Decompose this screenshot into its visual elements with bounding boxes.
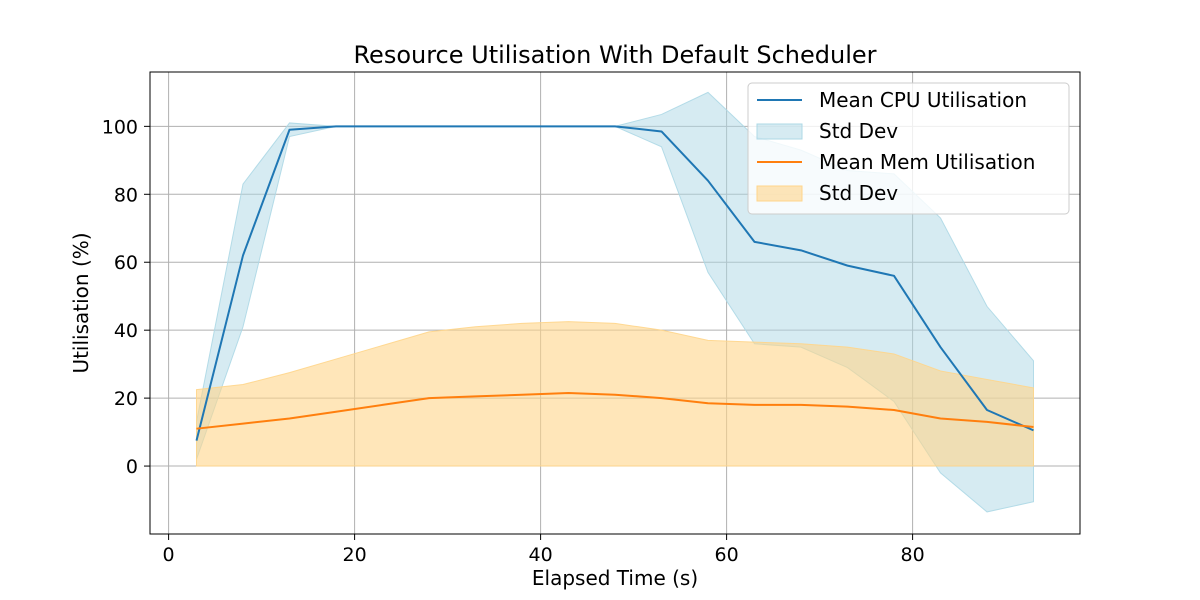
legend: Mean CPU Utilisation Std Dev Mean Mem Util… xyxy=(747,82,1070,215)
y-axis-label: Utilisation (%) xyxy=(69,232,93,373)
x-tick-label: 40 xyxy=(529,544,553,566)
x-tick-label: 0 xyxy=(163,544,175,566)
y-tick-label: 40 xyxy=(114,320,138,342)
x-tick-label: 60 xyxy=(715,544,739,566)
x-axis-label: Elapsed Time (s) xyxy=(532,566,698,590)
y-tick-label: 60 xyxy=(114,252,138,274)
chart-title: Resource Utilisation With Default Schedu… xyxy=(353,41,876,69)
legend-box xyxy=(747,82,1070,215)
y-tick-label: 20 xyxy=(114,388,138,410)
x-tick-label: 80 xyxy=(901,544,925,566)
axis-ticks: 0 20 40 60 80 0 20 40 60 80 100 xyxy=(102,116,925,566)
legend-label: Mean Mem Utilisation xyxy=(819,150,1035,174)
legend-band-swatch xyxy=(756,123,803,140)
x-tick-label: 20 xyxy=(343,544,367,566)
series-line-1 xyxy=(195,125,1034,441)
legend-label: Mean CPU Utilisation xyxy=(819,88,1027,112)
y-tick-label: 80 xyxy=(114,184,138,206)
series-line-2 xyxy=(196,392,1034,430)
y-tick-label: 100 xyxy=(102,116,138,138)
legend-label: Std Dev xyxy=(819,181,898,205)
legend-label: Std Dev xyxy=(819,119,898,143)
plot-frame xyxy=(149,71,1081,535)
y-tick-label: 0 xyxy=(126,456,138,478)
series-lines xyxy=(195,125,1034,441)
legend-band-swatch xyxy=(756,185,803,202)
